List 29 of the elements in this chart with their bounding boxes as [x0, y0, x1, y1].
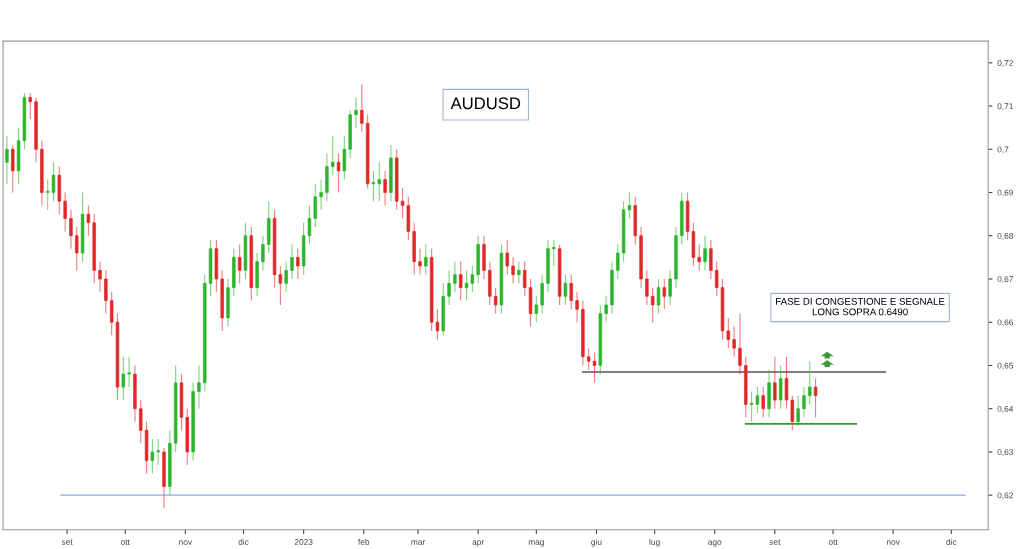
- x-tick-label: ago: [708, 540, 722, 547]
- x-tick-label: mar: [411, 540, 426, 545]
- y-tick-label: 0,63: [997, 449, 1014, 457]
- y-tick-label: 0,65: [997, 362, 1014, 370]
- x-tick-label: lug: [649, 538, 660, 547]
- y-tick-label: 0,72: [997, 60, 1013, 67]
- y-tick-label: 0,64: [997, 405, 1014, 413]
- y-tick-label: 0,62: [997, 492, 1013, 500]
- y-tick-label: 0,69: [997, 189, 1014, 197]
- x-tick-label: giu: [591, 538, 602, 547]
- x-tick-label: dic: [238, 538, 249, 545]
- y-tick-label: 0,71: [997, 103, 1013, 111]
- y-tick-label: 0,67: [997, 276, 1013, 284]
- x-tick-label: 2023: [294, 539, 313, 545]
- x-tick-label: feb: [358, 538, 370, 545]
- x-tick-label: dic: [946, 538, 957, 545]
- x-tick-label: set: [769, 539, 781, 545]
- x-tick-label: nov: [179, 540, 193, 545]
- x-tick-label: ott: [120, 539, 130, 545]
- x-tick-label: apr: [472, 540, 485, 547]
- x-tick-label: set: [61, 539, 73, 545]
- annotation: FASE DI CONGESTIONE E SEGNALE LONG SOPRA 0.6490: [776, 297, 945, 316]
- x-tick-label: ott: [828, 539, 838, 545]
- y-tick-label: 0,68: [997, 232, 1014, 240]
- y-tick-label: 0,66: [997, 319, 1014, 327]
- x-tick-label: mag: [528, 540, 544, 547]
- x-tick-label: nov: [886, 540, 900, 545]
- annotation: AUDUSD: [450, 97, 521, 110]
- y-tick-label: 0,7: [997, 146, 1009, 154]
